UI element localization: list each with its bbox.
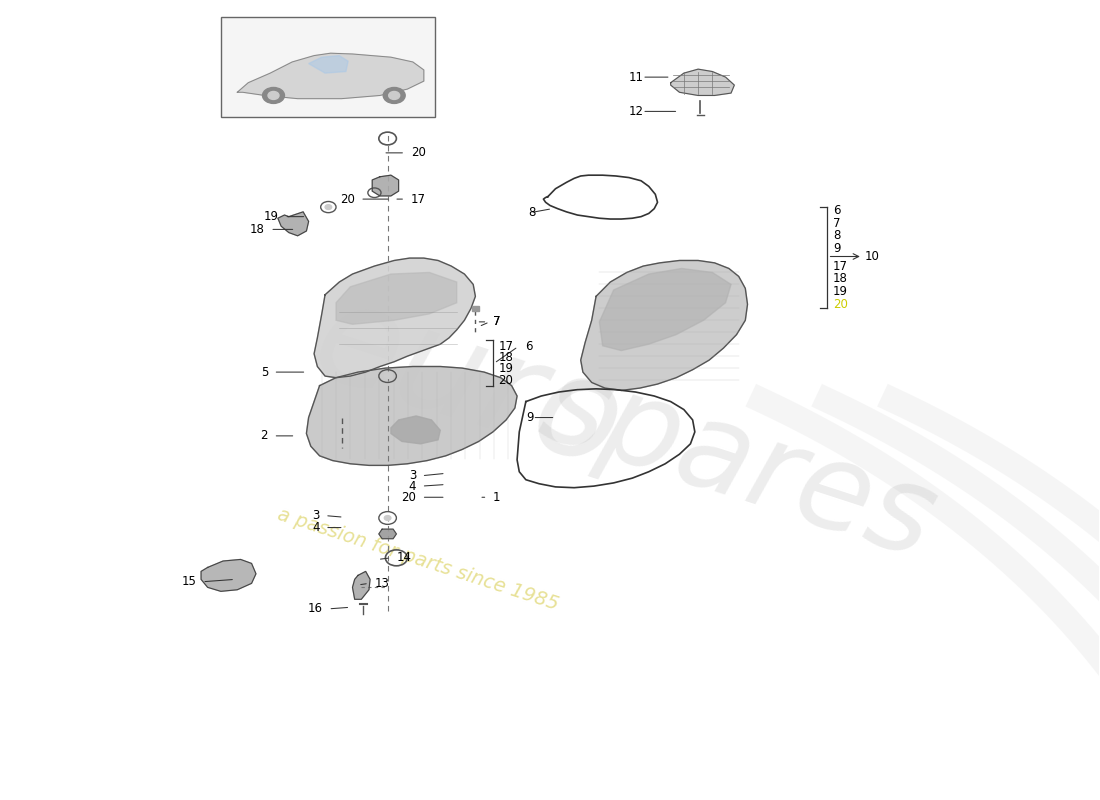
Text: 17: 17	[833, 259, 848, 273]
Text: 2: 2	[261, 430, 268, 442]
Circle shape	[268, 91, 279, 99]
Text: 9: 9	[833, 242, 840, 255]
Polygon shape	[201, 559, 256, 591]
Text: 14: 14	[396, 551, 411, 564]
Polygon shape	[581, 261, 748, 390]
Text: 8: 8	[528, 206, 536, 219]
Text: 20: 20	[402, 490, 416, 504]
Text: a passion for parts since 1985: a passion for parts since 1985	[275, 505, 561, 614]
Circle shape	[326, 205, 332, 210]
Text: 17: 17	[410, 193, 426, 206]
Polygon shape	[390, 416, 440, 444]
Polygon shape	[600, 269, 732, 350]
Text: euro: euro	[298, 271, 639, 497]
Text: 7: 7	[833, 217, 840, 230]
Polygon shape	[372, 175, 398, 196]
Text: 19: 19	[498, 362, 514, 375]
Text: 20: 20	[498, 374, 514, 386]
Circle shape	[384, 515, 390, 520]
Text: 6: 6	[833, 204, 840, 217]
Text: 20: 20	[833, 298, 848, 311]
Text: 20: 20	[410, 146, 426, 159]
Text: 18: 18	[833, 272, 848, 286]
Polygon shape	[238, 54, 424, 98]
Polygon shape	[315, 258, 475, 378]
Text: 17: 17	[498, 340, 514, 353]
Text: 11: 11	[629, 70, 644, 84]
Text: 12: 12	[629, 105, 644, 118]
Polygon shape	[336, 273, 456, 324]
Text: 9: 9	[526, 411, 534, 424]
Text: 4: 4	[312, 521, 320, 534]
Text: 4: 4	[408, 479, 416, 493]
Text: 18: 18	[250, 223, 265, 236]
Text: 19: 19	[833, 285, 848, 298]
Text: 5: 5	[261, 366, 268, 378]
Text: spares: spares	[528, 346, 950, 582]
Circle shape	[388, 91, 399, 99]
Text: 7: 7	[493, 315, 500, 328]
Polygon shape	[307, 366, 517, 466]
Circle shape	[263, 87, 285, 103]
Polygon shape	[378, 529, 396, 538]
Polygon shape	[309, 56, 348, 73]
Text: 10: 10	[865, 250, 880, 263]
Circle shape	[384, 374, 390, 378]
Circle shape	[383, 87, 405, 103]
FancyBboxPatch shape	[221, 18, 434, 117]
Text: 16: 16	[308, 602, 323, 615]
Text: 3: 3	[312, 509, 320, 522]
Text: 1: 1	[493, 490, 500, 504]
Polygon shape	[352, 571, 370, 599]
Text: 20: 20	[340, 193, 354, 206]
Text: 13: 13	[374, 577, 389, 590]
Polygon shape	[472, 306, 478, 310]
Polygon shape	[671, 69, 735, 95]
Text: 15: 15	[182, 575, 197, 588]
Text: 18: 18	[498, 351, 514, 364]
Text: 19: 19	[264, 210, 279, 223]
Polygon shape	[278, 212, 309, 236]
Text: 6: 6	[525, 340, 532, 353]
Text: 7: 7	[493, 315, 500, 328]
Text: 3: 3	[409, 470, 416, 482]
Text: 8: 8	[833, 230, 840, 242]
